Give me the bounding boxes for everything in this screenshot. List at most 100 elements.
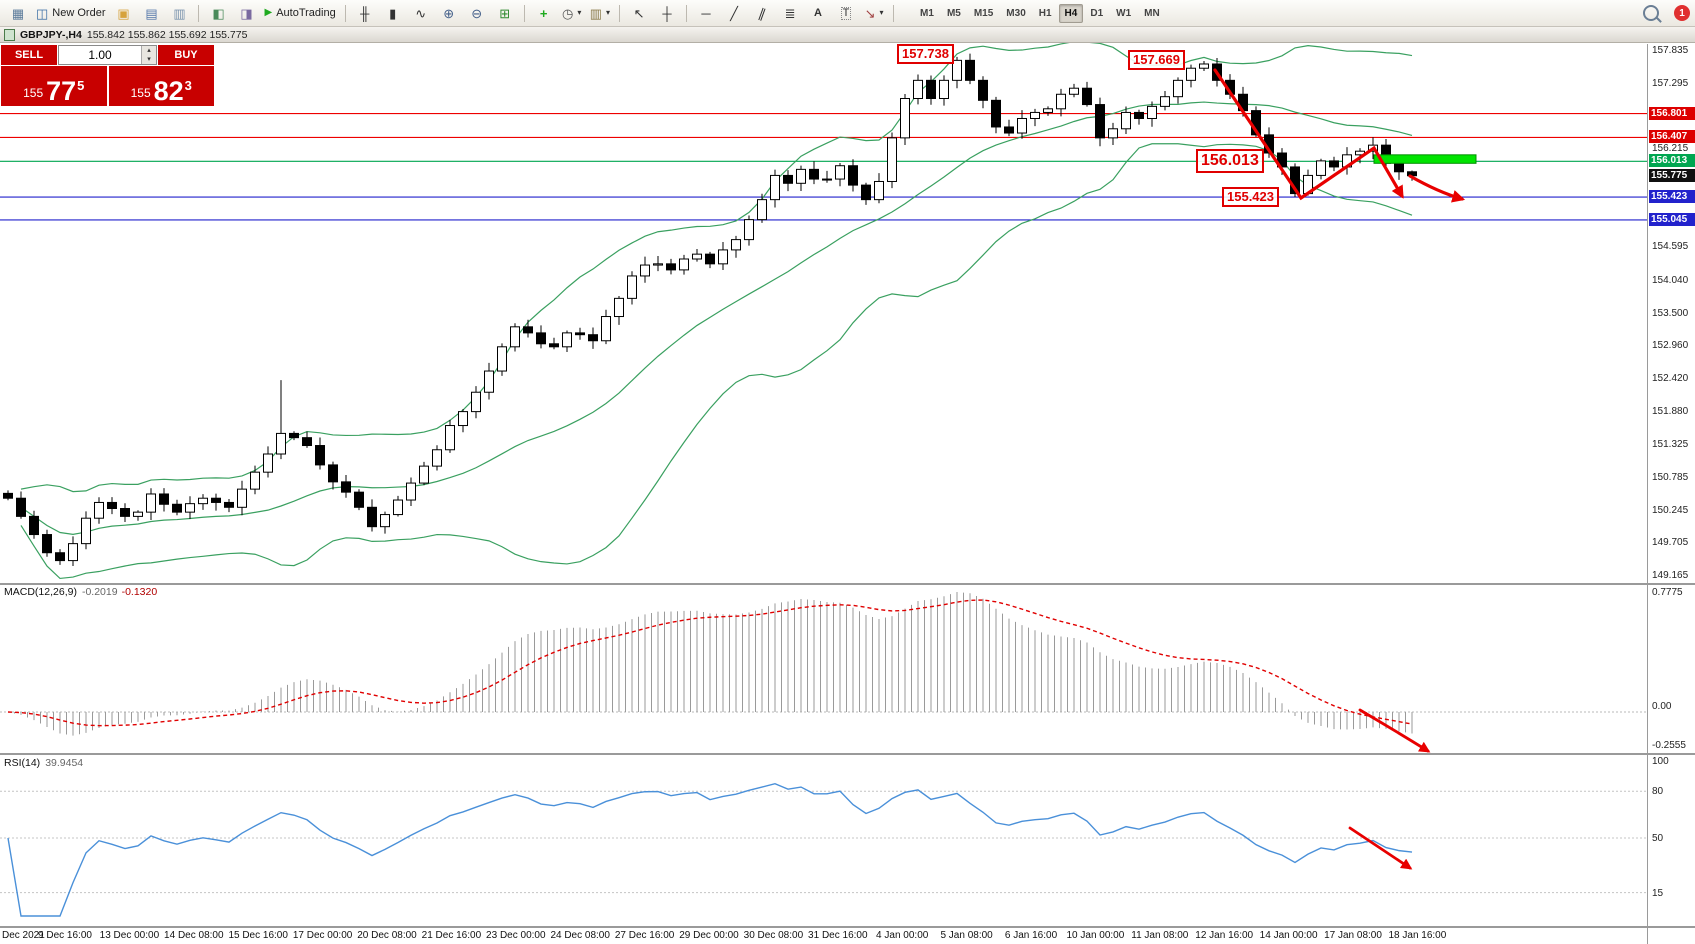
navigator-icon: ◧ [212,5,225,21]
timeframe-button-H1[interactable]: H1 [1038,7,1052,19]
package-button[interactable]: ▣ [110,3,136,24]
chevron-down-icon: ▾ [577,8,582,17]
print-button[interactable]: ▤ [138,3,164,24]
green-zone-highlight[interactable] [1373,154,1477,164]
timeframe-button-M1[interactable]: M1 [920,7,934,19]
trendline-icon: ╱ [730,5,738,21]
zoom-out-button[interactable]: ⊖ [464,3,490,24]
crosshair-tool-button[interactable]: ┼ [654,3,680,24]
package-icon: ▣ [117,5,130,21]
bar-chart-button[interactable]: ╫ [352,3,378,24]
toolbar-separator [523,4,525,22]
sell-button[interactable]: SELL [1,45,57,65]
timeframe-button-W1[interactable]: W1 [1116,7,1132,19]
candle-chart-button[interactable]: ▮ [380,3,406,24]
autotrading-label: AutoTrading [276,7,336,19]
sell-price-button[interactable]: 155 77 5 [1,66,107,106]
timeframe-button-M15[interactable]: M15 [973,7,994,19]
autotrading-play-icon: ▶ [264,7,273,18]
candlesticks[interactable] [3,53,1417,566]
macd-signal-line [7,599,1413,727]
zoom-out-icon: ⊖ [471,5,483,21]
volume-spinner: ▴ ▾ [141,46,156,64]
timeframe-button-H4[interactable]: H4 [1058,3,1084,23]
sell-price-main: 77 [46,75,77,106]
one-click-trading-panel: SELL ▴ ▾ BUY 155 77 5 155 82 3 [1,45,214,106]
zoom-in-button[interactable]: ⊕ [436,3,462,24]
tile-windows-button[interactable]: ⊞ [492,3,518,24]
chart-titlebar[interactable]: GBPJPY-,H4 155.842 155.862 155.692 155.7… [0,27,1695,43]
shapes-tool-button[interactable]: ↘ ▾ [861,3,887,24]
new-order-button[interactable]: ◫ New Order [33,3,108,24]
fibonacci-tool-button[interactable]: ≣ [777,3,803,24]
templates-button[interactable]: ▥ ▾ [587,3,613,24]
clock-icon: ◷ [562,5,574,21]
timeframe-button-D1[interactable]: D1 [1090,7,1104,19]
bollinger-lower[interactable] [20,143,1413,580]
autotrading-button[interactable]: ▶ AutoTrading [261,3,338,24]
hline-tool-button[interactable]: ─ [693,3,719,24]
volume-input[interactable] [59,46,141,64]
chart-title: GBPJPY-,H4 [20,28,82,41]
timeframe-button-MN[interactable]: MN [1144,7,1160,19]
chart-window-button[interactable]: ▦ [5,3,31,24]
toolbar-separator [344,4,346,22]
rsi-line [7,782,1413,917]
trend-arrow[interactable] [1408,174,1466,203]
zoom-in-icon: ⊕ [443,5,455,21]
crosshair-icon: ┼ [662,5,672,21]
arrow-shapes-icon: ↘ [864,5,876,21]
panel-separator-macd[interactable] [0,583,1695,585]
price-annotation-156.013[interactable]: 156.013 [1196,149,1264,173]
line-chart-button[interactable]: ∿ [408,3,434,24]
timeframe-button-M30[interactable]: M30 [1006,7,1026,19]
print-preview-icon: ▥ [173,5,186,21]
price-annotation-155.423[interactable]: 155.423 [1222,187,1279,208]
chart-ohlc-quotes: 155.842 155.862 155.692 155.775 [86,28,248,41]
new-order-icon: ◫ [36,5,49,21]
navigator-button[interactable]: ◧ [205,3,231,24]
notification-badge[interactable]: 1 [1674,5,1690,21]
timeframe-group: M1 M5 M15 M30 H1 H4 D1 W1 MN [914,3,1166,23]
rsi-arrow[interactable] [1348,826,1413,870]
buy-price-main: 82 [153,75,184,106]
horizontal-line-icon: ─ [701,5,711,21]
terminal-button[interactable]: ◨ [233,3,259,24]
timeframe-button-M5[interactable]: M5 [946,7,961,19]
periods-button[interactable]: ◷ ▾ [559,3,585,24]
text-tool-button[interactable]: A [805,3,831,24]
sell-price-sup: 5 [77,78,85,93]
add-indicator-button[interactable]: + [531,3,557,24]
main-toolbar: ▦ ◫ New Order ▣ ▤ ▥ ◧ ◨ ▶ AutoTrading ╫ … [0,0,1695,27]
volume-down-button[interactable]: ▾ [142,55,156,64]
toolbar-separator [198,4,200,22]
toolbar-separator [893,4,895,22]
bollinger-upper[interactable] [20,41,1413,493]
search-icon [1643,5,1659,21]
buy-price-button[interactable]: 155 82 3 [108,66,214,106]
print-preview-button[interactable]: ▥ [166,3,192,24]
label-tool-button[interactable]: T [833,3,859,24]
trend-arrow[interactable] [1213,68,1404,201]
price-annotation-157.738[interactable]: 157.738 [897,44,954,65]
trendline-tool-button[interactable]: ╱ [721,3,747,24]
bollinger-middle[interactable] [20,101,1413,535]
chevron-down-icon: ▾ [606,8,611,17]
macd-histogram [14,592,1413,736]
add-indicator-icon: + [539,5,548,21]
fibonacci-icon: ≣ [784,5,796,21]
cursor-tool-button[interactable]: ↖ [626,3,652,24]
price-annotation-157.669[interactable]: 157.669 [1128,50,1185,71]
volume-up-button[interactable]: ▴ [142,46,156,55]
terminal-icon: ◨ [240,5,253,21]
text-tool-icon: A [814,6,822,19]
bar-chart-icon: ╫ [360,5,370,21]
search-button[interactable] [1638,3,1664,24]
channel-tool-button[interactable]: ∥ [749,3,775,24]
chart-tab-icon [4,28,15,41]
panel-separator-rsi[interactable] [0,753,1695,755]
macd-arrow[interactable] [1358,708,1431,753]
buy-button[interactable]: BUY [158,45,214,65]
